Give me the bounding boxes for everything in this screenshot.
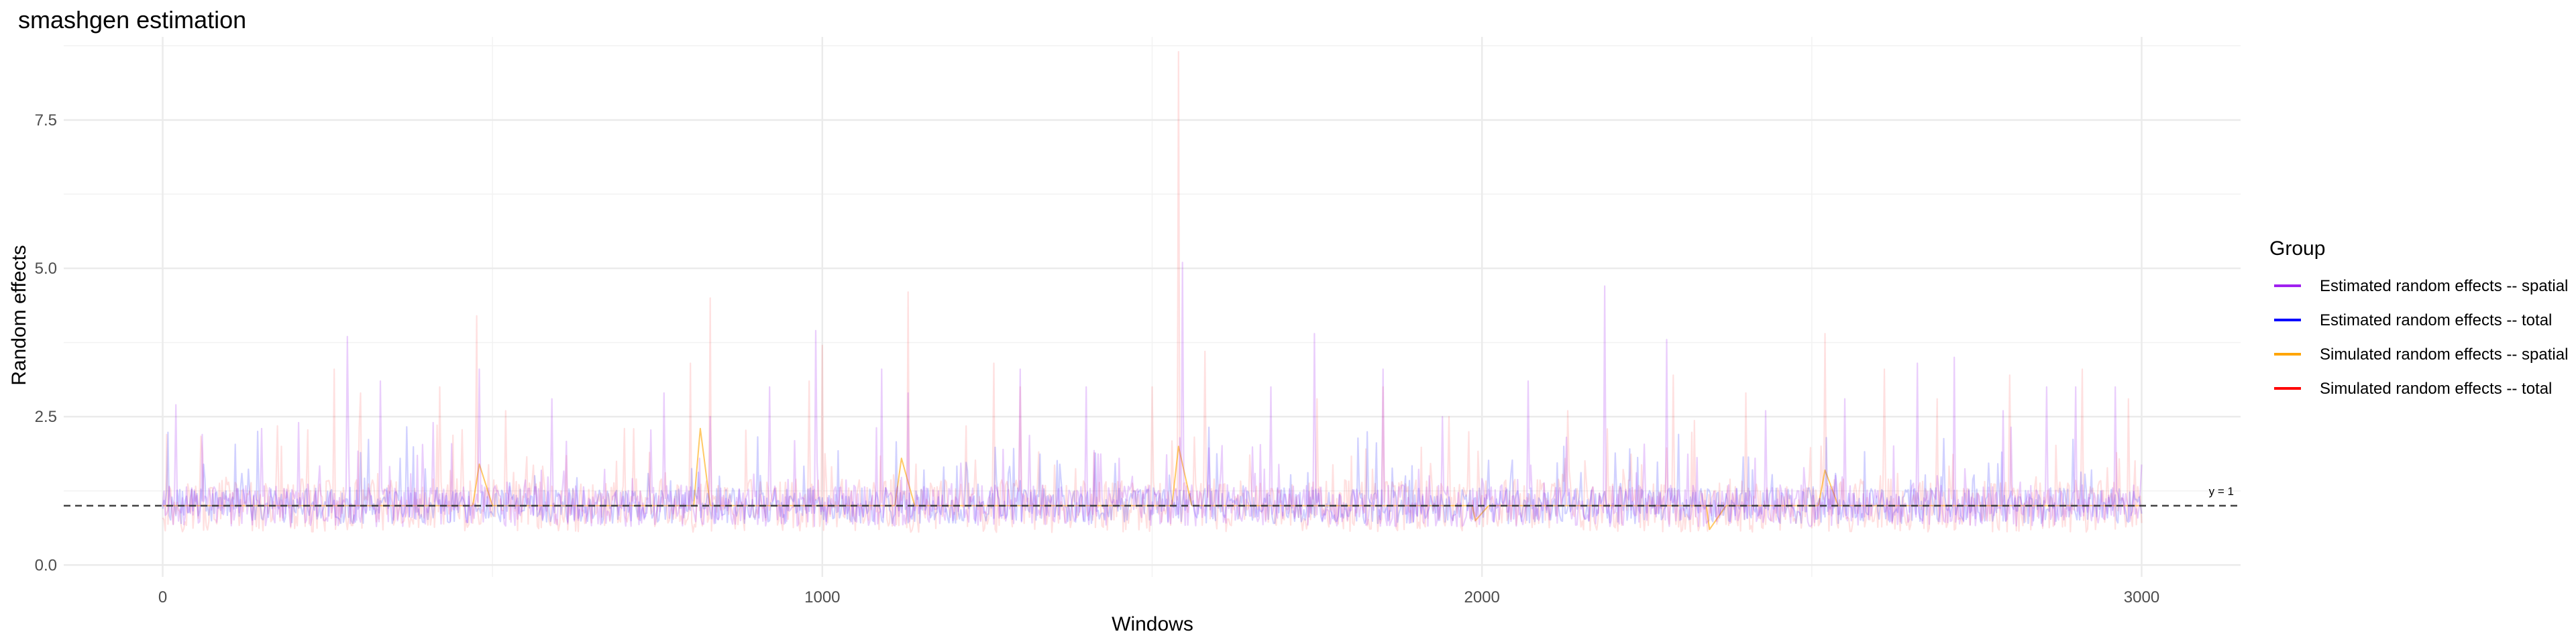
y-tick-label: 5.0 — [35, 260, 57, 278]
x-tick-label: 2000 — [1464, 588, 1499, 606]
legend-item-label: Estimated random effects -- spatial — [2320, 277, 2568, 295]
grid — [64, 37, 2241, 577]
x-tick-label: 3000 — [2124, 588, 2159, 606]
y-axis-title: Random effects — [8, 245, 30, 386]
reference-line-label: y = 1 — [2209, 485, 2234, 498]
axis-ticks: 0 1000 2000 3000 0.0 2.5 5.0 7.5 — [35, 111, 2160, 606]
y-tick-label: 2.5 — [35, 408, 57, 426]
series-line-simulated-random-effects-total — [162, 51, 2143, 533]
y-tick-label: 0.0 — [35, 556, 57, 574]
legend-item-label: Simulated random effects -- total — [2320, 380, 2552, 398]
reference-line: y = 1 — [64, 485, 2241, 507]
x-tick-label: 0 — [158, 588, 167, 606]
chart-title: smashgen estimation — [18, 6, 246, 34]
x-tick-label: 1000 — [804, 588, 840, 606]
legend: Group Estimated random effects -- spatia… — [2269, 237, 2568, 398]
legend-item-label: Simulated random effects -- spatial — [2320, 345, 2568, 364]
y-tick-label: 7.5 — [35, 111, 57, 129]
legend-item-label: Estimated random effects -- total — [2320, 311, 2552, 329]
series-line-estimated-random-effects-spatial — [162, 262, 2143, 527]
legend-title: Group — [2269, 237, 2325, 260]
x-axis-title: Windows — [1112, 613, 1193, 635]
